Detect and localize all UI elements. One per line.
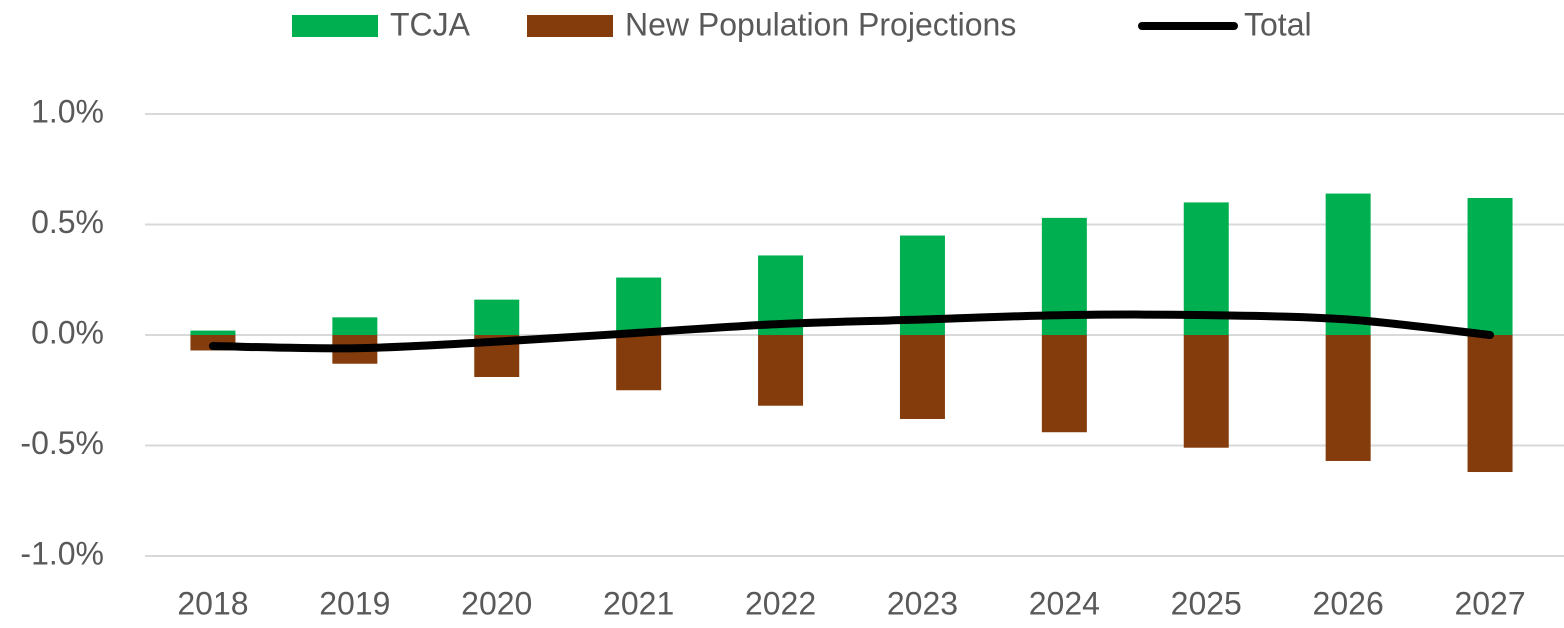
y-tick-label: 0.0% bbox=[31, 314, 104, 350]
bar bbox=[190, 330, 236, 335]
bar bbox=[899, 335, 945, 419]
legend-label: TCJA bbox=[390, 6, 471, 42]
x-tick-label: 2022 bbox=[745, 585, 816, 621]
x-tick-label: 2025 bbox=[1171, 585, 1242, 621]
bar bbox=[1325, 335, 1371, 461]
line bbox=[208, 310, 1495, 353]
bar bbox=[1183, 335, 1229, 448]
x-tick-label: 2024 bbox=[1029, 585, 1100, 621]
bar bbox=[332, 317, 378, 335]
y-tick-label: 0.5% bbox=[31, 204, 104, 240]
x-tick-label: 2026 bbox=[1313, 585, 1384, 621]
legend-label: New Population Projections bbox=[625, 6, 1016, 42]
y-tick-label: -1.0% bbox=[20, 535, 104, 571]
x-tick-label: 2027 bbox=[1454, 585, 1525, 621]
bar bbox=[474, 299, 520, 335]
y-tick-label: 1.0% bbox=[31, 93, 104, 129]
bar bbox=[758, 335, 804, 406]
legend-swatch bbox=[292, 15, 378, 37]
x-tick-label: 2018 bbox=[177, 585, 248, 621]
legend-label: Total bbox=[1244, 6, 1312, 42]
x-tick-label: 2020 bbox=[461, 585, 532, 621]
bar bbox=[1325, 193, 1371, 335]
bar bbox=[1467, 197, 1513, 335]
bar bbox=[616, 277, 662, 335]
x-tick-label: 2021 bbox=[603, 585, 674, 621]
bar bbox=[616, 335, 662, 391]
x-tick-label: 2019 bbox=[319, 585, 390, 621]
bar bbox=[1467, 335, 1513, 473]
bar bbox=[1041, 335, 1087, 433]
y-tick-label: -0.5% bbox=[20, 425, 104, 461]
x-tick-label: 2023 bbox=[887, 585, 958, 621]
legend-swatch bbox=[527, 15, 613, 37]
